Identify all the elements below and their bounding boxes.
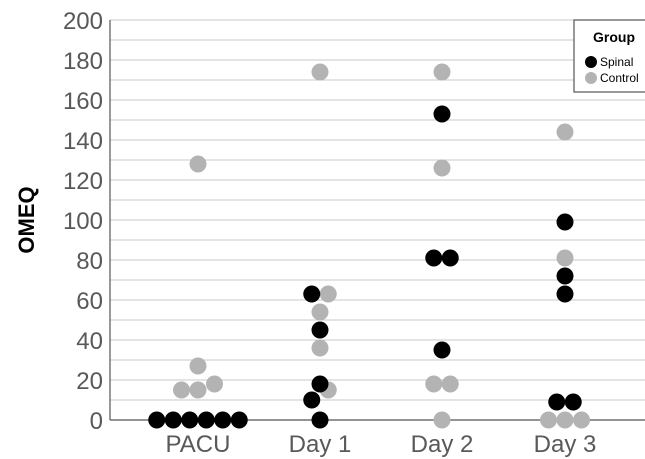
y-tick-labels: 0 20 40 60 80 100 120 140 160 180 200 xyxy=(63,8,103,435)
point-control xyxy=(556,123,574,141)
point-control xyxy=(189,381,207,399)
point-spinal xyxy=(311,375,329,393)
point-spinal xyxy=(556,267,574,285)
y-tick-label: 0 xyxy=(90,408,103,435)
legend-label-control: Control xyxy=(600,71,639,85)
y-axis-label: OMEQ xyxy=(14,186,39,253)
y-tick-label: 100 xyxy=(63,208,103,235)
x-tick-label: Day 1 xyxy=(289,431,352,458)
point-control xyxy=(540,411,557,429)
point-spinal xyxy=(441,249,459,267)
data-points xyxy=(148,63,590,429)
point-spinal xyxy=(214,411,232,429)
point-spinal xyxy=(433,341,451,359)
point-control xyxy=(311,303,329,321)
point-control xyxy=(311,339,329,357)
y-tick-label: 60 xyxy=(76,288,103,315)
point-control xyxy=(556,411,574,429)
point-control xyxy=(206,375,223,393)
point-spinal xyxy=(433,105,451,123)
point-spinal xyxy=(311,411,329,429)
y-tick-label: 140 xyxy=(63,128,103,155)
y-tick-label: 20 xyxy=(76,368,103,395)
grid-lines xyxy=(110,19,645,401)
legend-marker-control xyxy=(585,72,597,84)
point-control xyxy=(433,159,451,177)
x-tick-label: Day 3 xyxy=(534,431,597,458)
point-control xyxy=(189,155,207,173)
point-control xyxy=(425,375,443,393)
point-control xyxy=(441,375,459,393)
point-spinal xyxy=(425,249,443,267)
y-tick-label: 200 xyxy=(63,8,103,35)
y-tick-label: 80 xyxy=(76,248,103,275)
x-tick-label: PACU xyxy=(166,431,231,458)
point-spinal xyxy=(311,321,329,339)
y-tick-label: 180 xyxy=(63,48,103,75)
point-spinal xyxy=(197,411,215,429)
point-control xyxy=(173,381,190,399)
legend: Group Spinal Control xyxy=(573,19,645,93)
legend-label-spinal: Spinal xyxy=(600,55,633,69)
point-spinal xyxy=(564,393,582,411)
point-spinal xyxy=(303,285,321,303)
y-tick-label: 120 xyxy=(63,168,103,195)
y-tick-label: 40 xyxy=(76,328,103,355)
legend-title: Group xyxy=(593,29,635,45)
point-spinal xyxy=(556,285,574,303)
point-control xyxy=(311,63,329,81)
point-spinal xyxy=(303,391,321,409)
point-spinal xyxy=(556,213,574,231)
x-tick-label: Day 2 xyxy=(411,431,474,458)
y-tick-label: 160 xyxy=(63,88,103,115)
point-control xyxy=(433,411,451,429)
point-spinal xyxy=(181,411,199,429)
point-control xyxy=(556,249,574,267)
point-spinal xyxy=(164,411,182,429)
point-control xyxy=(433,63,451,81)
point-control xyxy=(189,357,207,375)
point-spinal xyxy=(230,411,248,429)
x-tick-labels: PACU Day 1 Day 2 Day 3 xyxy=(166,431,597,458)
point-control xyxy=(573,411,590,429)
point-control xyxy=(319,285,337,303)
legend-marker-spinal xyxy=(585,56,597,68)
point-spinal xyxy=(148,411,166,429)
point-spinal xyxy=(548,393,566,411)
